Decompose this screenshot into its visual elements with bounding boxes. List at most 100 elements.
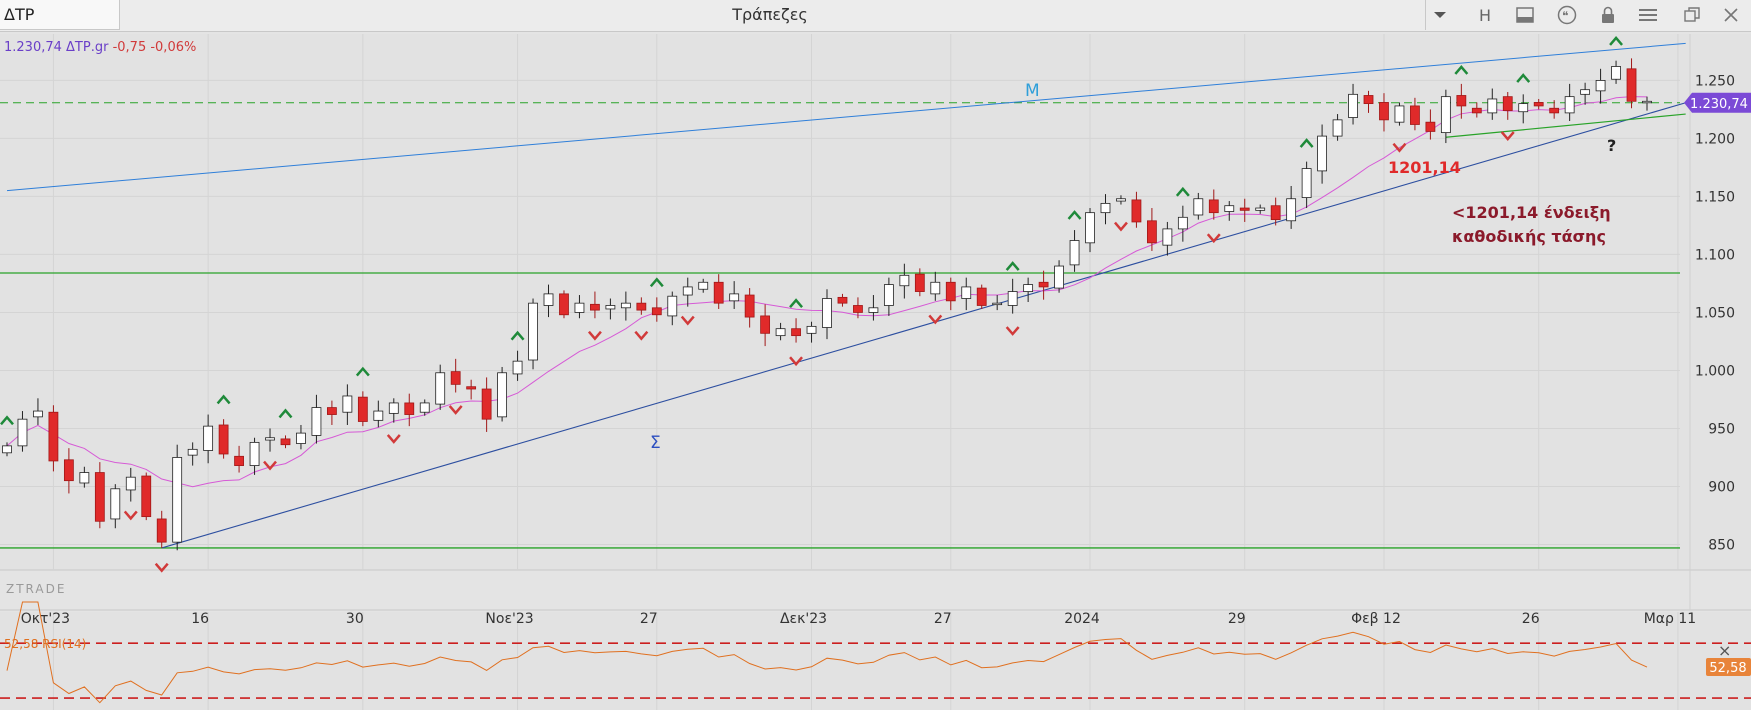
- candle-body: [342, 395, 353, 413]
- candle-body: [899, 274, 910, 287]
- candle-body: [543, 293, 554, 306]
- swing-high-marker: [1609, 36, 1624, 46]
- candle-body: [404, 402, 415, 415]
- swing-high-marker: [355, 366, 370, 377]
- candle-body: [1007, 291, 1018, 306]
- candle-body: [1286, 198, 1297, 222]
- menu-icon[interactable]: [1628, 0, 1668, 30]
- swing-high-marker: [510, 330, 525, 341]
- candle-body: [559, 293, 569, 316]
- candle-body: [605, 305, 616, 310]
- candle-body: [1270, 205, 1281, 221]
- swing-low-marker: [789, 356, 804, 367]
- candle-body: [512, 360, 523, 375]
- candle-body: [651, 307, 662, 316]
- candle-body: [1069, 240, 1080, 266]
- price-change: -0,75 -0,06%: [112, 40, 197, 55]
- question-mark: ?: [1607, 136, 1616, 155]
- y-tick-label: 950: [1708, 421, 1735, 437]
- swing-high-marker: [1067, 210, 1082, 220]
- candle-body: [435, 372, 446, 405]
- candle-body: [682, 286, 693, 296]
- candle-body: [1131, 199, 1142, 223]
- candle-body: [992, 302, 1003, 306]
- candle-body: [234, 455, 244, 466]
- x-tick-label: 16: [191, 611, 209, 627]
- candle-body: [590, 303, 600, 311]
- candle-body: [729, 293, 740, 302]
- rsi-close-icon[interactable]: ×: [1718, 641, 1732, 660]
- panel-icon[interactable]: [1505, 0, 1545, 30]
- candle-body: [961, 286, 972, 299]
- quote-icon[interactable]: ❝: [1547, 0, 1587, 30]
- candle-body: [79, 472, 90, 484]
- swing-high-marker: [278, 408, 293, 419]
- candle-body: [1085, 212, 1095, 244]
- candle-body: [450, 371, 461, 385]
- plot-area: [0, 34, 1751, 570]
- candle-body: [1317, 135, 1327, 172]
- resistance-trendline: [6, 42, 1686, 192]
- swing-low-marker: [1005, 326, 1020, 336]
- swing-low-marker: [1114, 221, 1128, 232]
- swing-low-marker: [1500, 131, 1515, 142]
- swing-low-marker: [123, 510, 138, 521]
- candle-body: [620, 302, 631, 309]
- candle-body: [497, 372, 507, 418]
- candle-body: [1332, 119, 1343, 137]
- support-trendline: [161, 102, 1686, 549]
- candle-body: [822, 298, 832, 328]
- candle-body: [419, 402, 430, 413]
- candle-body: [1193, 198, 1204, 216]
- swing-low-marker: [634, 330, 649, 341]
- x-tick-label: Δεκ'23: [780, 611, 827, 627]
- y-tick-label: 1.050: [1695, 305, 1735, 321]
- candle-body: [218, 424, 229, 455]
- candle-body: [1301, 168, 1312, 198]
- level-label: 1201,14: [1388, 158, 1461, 177]
- candle-body: [1224, 205, 1235, 212]
- candle-body: [187, 448, 198, 456]
- quote-readout: 1.230,74 ΔΤΡ.gr -0,75 -0,06%: [4, 40, 196, 55]
- candle-body: [249, 441, 260, 466]
- x-tick-label: 26: [1522, 611, 1540, 627]
- candle-body: [698, 281, 709, 290]
- candle-body: [1162, 228, 1173, 246]
- candle-body: [1348, 93, 1358, 118]
- candle-body: [48, 411, 59, 462]
- candle-body: [1177, 216, 1188, 230]
- minor-support-line: [1445, 113, 1686, 138]
- candle-body: [357, 396, 368, 422]
- swing-low-marker: [1206, 233, 1221, 244]
- candle-body: [1255, 207, 1266, 211]
- candle-body: [1564, 96, 1575, 114]
- candle-body: [280, 438, 291, 446]
- swing-low-marker: [1392, 142, 1407, 153]
- y-tick-label: 1.100: [1695, 247, 1735, 263]
- last-price: 1.230,74 ΔΤΡ.gr: [4, 40, 109, 55]
- x-tick-label: 29: [1228, 611, 1246, 627]
- symbol-input[interactable]: ΔΤΡ: [0, 0, 120, 30]
- candle-body: [33, 410, 43, 418]
- x-tick-label: 27: [934, 611, 952, 627]
- chevron-down-icon[interactable]: [1420, 0, 1460, 30]
- candle-body: [883, 284, 894, 306]
- restore-icon[interactable]: [1672, 0, 1712, 30]
- swing-low-marker: [154, 562, 169, 573]
- price-tag-label: 1.230,74: [1690, 97, 1748, 112]
- candle-body: [141, 475, 152, 518]
- candle-body: [94, 472, 105, 522]
- swing-high-marker: [1175, 186, 1190, 197]
- candle-body: [1023, 284, 1034, 292]
- h-icon[interactable]: H: [1465, 0, 1505, 30]
- x-tick-label: 2024: [1064, 611, 1100, 627]
- candle-body: [63, 459, 74, 482]
- lock-icon[interactable]: [1588, 0, 1628, 30]
- candle-body: [667, 295, 678, 317]
- candle-body: [172, 457, 183, 543]
- candle-body: [1471, 107, 1482, 114]
- close-icon[interactable]: [1711, 0, 1751, 30]
- candle-body: [528, 302, 538, 361]
- candle-body: [373, 410, 384, 421]
